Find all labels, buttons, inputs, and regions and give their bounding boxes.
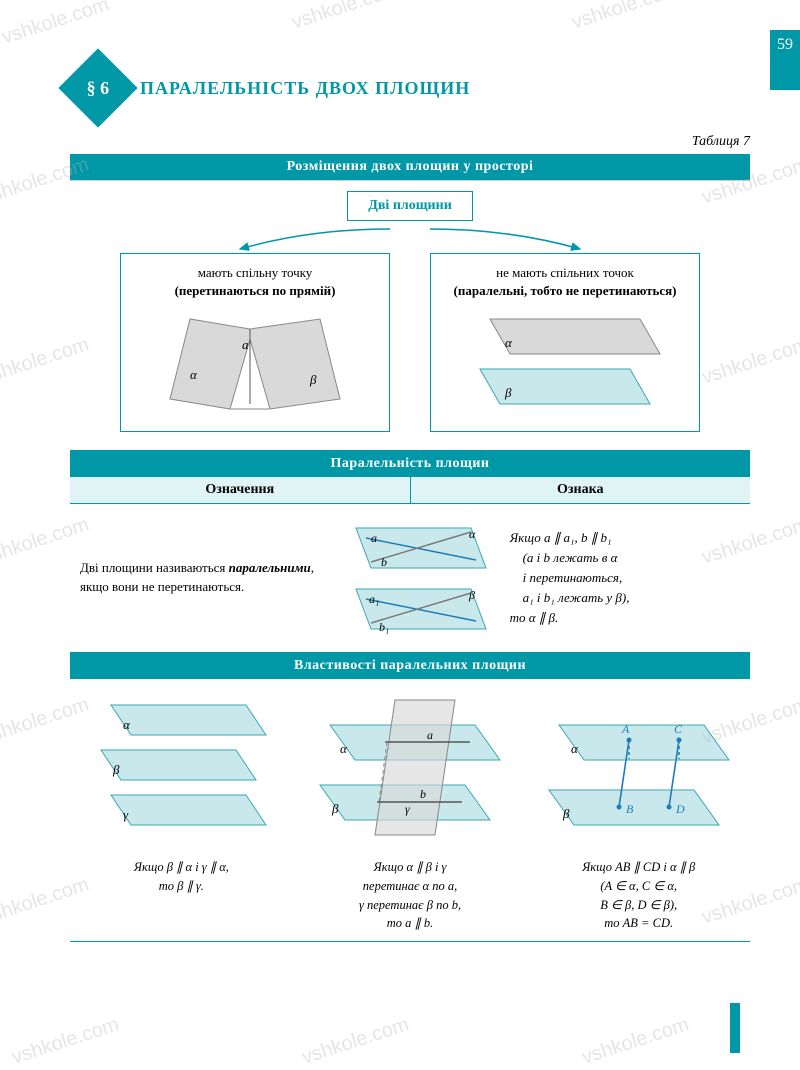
svg-text:A: A [621,722,630,736]
definition-text: Дві площини називаються паралельними, як… [80,559,323,597]
svg-text:β: β [331,801,339,816]
svg-text:α: α [571,741,579,756]
property-3: A C B D α β Якщо AB ∥ CD і α ∥ β (A ∈ α,… [531,695,746,933]
watermark: vshkole.com [9,1013,122,1069]
flow-left-plain: мають спільну точку [198,265,313,280]
property-1-svg: α β γ [81,695,281,845]
flow-right-plain: не мають спільних точок [496,265,634,280]
svg-text:α: α [123,717,131,732]
section-badge-text: § 6 [87,78,110,99]
svg-text:B: B [626,802,634,816]
flow-right-box: не мають спільних точок (паралельні, тоб… [430,253,700,432]
sign-text: Якщо a ∥ a₁, b ∥ b₁ (a і b лежать в α і … [510,528,740,629]
svg-text:β: β [468,588,475,602]
svg-text:γ: γ [405,802,410,816]
flow-arrows-svg [70,227,750,253]
sign-diagram: a b α a₁ b₁ β [333,520,499,636]
svg-text:b: b [420,787,426,801]
bottom-accent-tab [730,1003,740,1053]
property-2-svg: α β γ a b [305,695,515,845]
table-label: Таблиця 7 [70,134,750,150]
property-2: α β γ a b Якщо α ∥ β і γ перетинає α по … [303,695,518,933]
parallel-planes-svg: α β [460,309,670,419]
flow-diagram: Дві площини мають спільну точку (перетин… [70,180,750,451]
watermark: vshkole.com [579,1013,692,1069]
page-number-tab: 59 [770,30,800,90]
section-title: ПАРАЛЕЛЬНІСТЬ ДВОХ ПЛОЩИН [140,78,470,99]
section-header: § 6 ПАРАЛЕЛЬНІСТЬ ДВОХ ПЛОЩИН [70,60,750,116]
col-head-definition: Означення [70,477,411,503]
svg-text:β: β [562,806,570,821]
svg-text:β: β [504,385,512,400]
svg-text:a₁: a₁ [369,592,379,606]
sign-plane-alpha-svg: a b α [341,520,491,575]
property-1: α β γ Якщо β ∥ α і γ ∥ α, то β ∥ γ. [74,695,289,933]
svg-text:a: a [427,728,433,742]
svg-text:b: b [381,555,387,569]
svg-text:D: D [675,802,685,816]
page-content: § 6 ПАРАЛЕЛЬНІСТЬ ДВОХ ПЛОЩИН Таблиця 7 … [0,0,800,962]
band-properties: Властивості паралельних площин [70,653,750,679]
col-head-sign: Ознака [411,477,751,503]
svg-text:β: β [309,372,317,387]
property-3-svg: A C B D α β [534,695,744,845]
svg-text:γ: γ [123,807,129,822]
svg-text:a: a [242,337,249,352]
svg-text:α: α [190,367,198,382]
svg-text:C: C [674,722,683,736]
sign-plane-beta-svg: a₁ b₁ β [341,581,491,636]
section-badge: § 6 [58,48,137,127]
band-parallelism: Паралельність площин [70,451,750,477]
definition-row: Дві площини називаються паралельними, як… [70,504,750,653]
svg-text:α: α [340,741,348,756]
flow-top-box: Дві площини [347,191,473,221]
intersecting-planes-svg: α a β [150,309,360,419]
flow-left-bold: (перетинаються по прямій) [175,283,336,298]
flow-left-box: мають спільну точку (перетинаються по пр… [120,253,390,432]
svg-text:a: a [371,531,377,545]
svg-text:α: α [505,335,513,350]
watermark: vshkole.com [299,1013,412,1069]
properties-row: α β γ Якщо β ∥ α і γ ∥ α, то β ∥ γ. α β … [70,679,750,942]
svg-text:b₁: b₁ [379,620,389,634]
flow-right-bold: (паралельні, тобто не перетинаються) [454,283,677,298]
two-col-header: Означення Ознака [70,477,750,504]
svg-text:α: α [469,527,476,541]
svg-text:β: β [112,762,120,777]
band-placement: Розміщення двох площин у просторі [70,154,750,180]
